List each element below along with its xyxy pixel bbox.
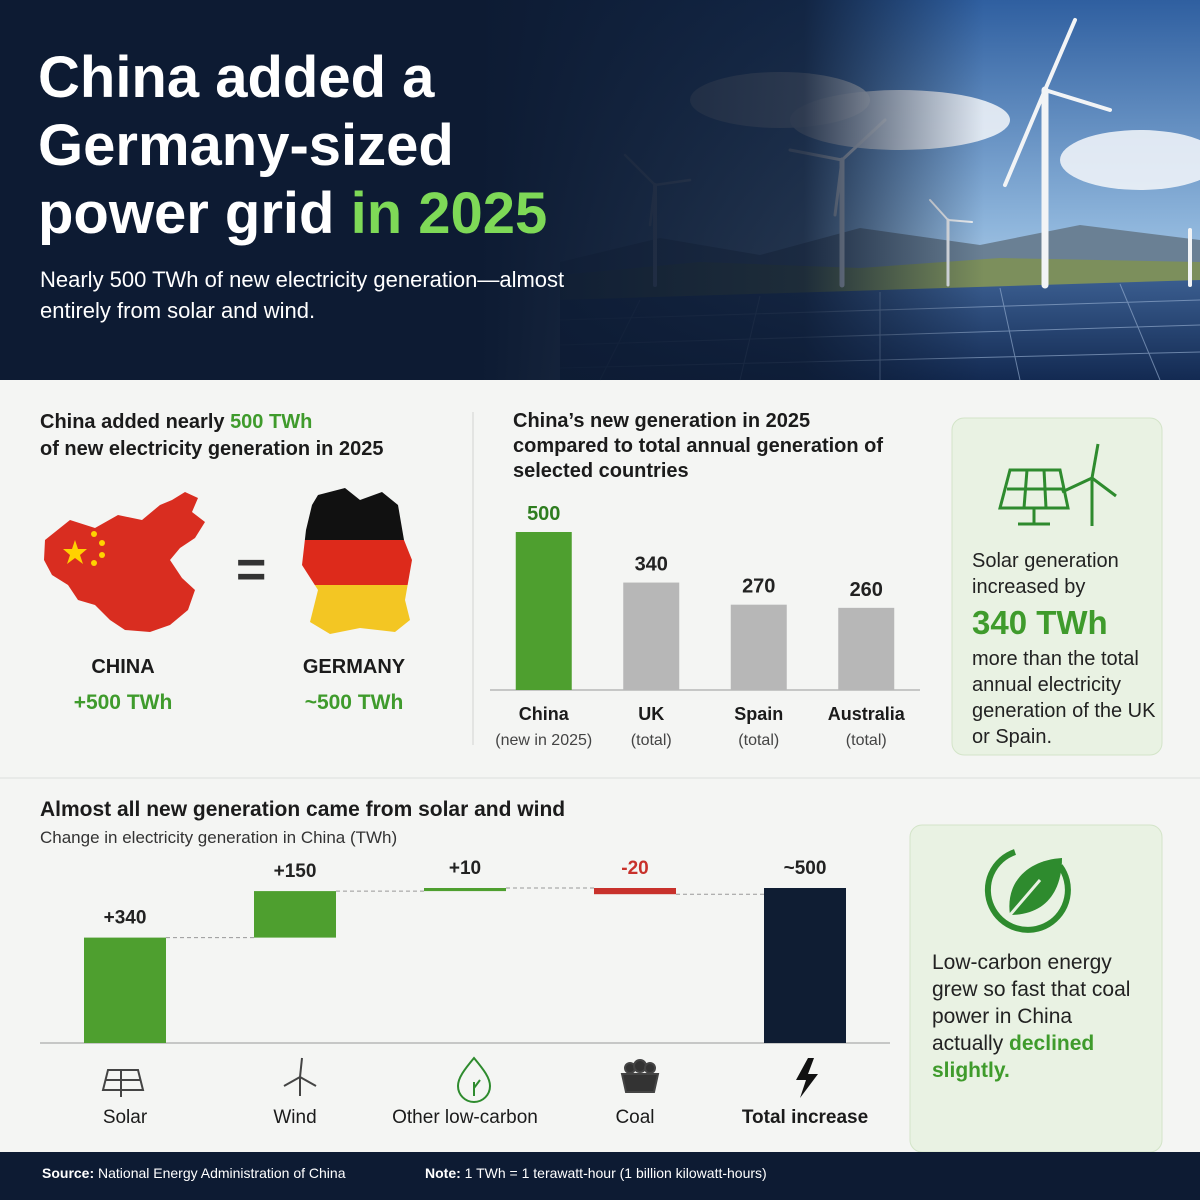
text: 1 TWh = 1 terawatt-hour (1 billion kilow… (460, 1165, 767, 1181)
solar-wind-icon (998, 443, 1117, 526)
x-tick-label: Wind (273, 1107, 316, 1128)
country-value: +500 TWh (73, 691, 173, 714)
value-label: ~500 (784, 858, 827, 879)
country-value: ~500 TWh (304, 691, 404, 714)
chart-title: Almost all new generation came from sola… (40, 798, 566, 821)
country-name: CHINA (91, 656, 155, 678)
page-subtitle: Nearly 500 TWh of new electricity genera… (40, 267, 565, 323)
value-label: 260 (850, 579, 883, 601)
value-label: +150 (274, 861, 317, 882)
text: more than the total annual electricity g… (972, 648, 1156, 748)
category-note: (total) (631, 732, 672, 749)
bar (623, 582, 680, 690)
leaf-icon (984, 849, 1071, 933)
bar (424, 888, 506, 892)
germany-map (302, 488, 412, 634)
label: Note: (425, 1165, 461, 1181)
category-note: (total) (738, 732, 779, 749)
title-text: China added a Germany-sized power grid (38, 45, 454, 246)
bar (254, 891, 336, 938)
value-label: -20 (621, 858, 648, 879)
callout-text: Solar generation increased by 340 TWh more… (972, 548, 1157, 750)
category-note: (total) (846, 732, 887, 749)
category-note: (new in 2025) (495, 732, 592, 749)
value-label: +10 (449, 858, 481, 879)
bar (594, 888, 676, 895)
callout-box (951, 417, 1163, 756)
x-tick-label: China (519, 704, 570, 724)
title-highlight: in 2025 (350, 181, 548, 246)
footer-bg (0, 1152, 1200, 1200)
value-label: +340 (104, 908, 147, 929)
x-tick-label: Coal (615, 1107, 654, 1128)
x-tick-label: Australia (828, 704, 906, 724)
equals-sign: = (236, 541, 267, 599)
page-title: China added a Germany-sized power grid i… (38, 44, 608, 248)
china-map (44, 492, 205, 632)
text: National Energy Administration of China (94, 1165, 346, 1181)
text: China added nearly (40, 411, 231, 433)
label: Source: (42, 1165, 95, 1181)
header-photo (480, 0, 1200, 381)
bar (730, 604, 787, 690)
x-tick-label: Spain (734, 704, 783, 724)
category-icons (101, 1056, 818, 1103)
chart-title: China’s new generation in 2025 compared … (513, 410, 884, 482)
text: of new electricity generation in 2025 (40, 438, 384, 460)
country-name: GERMANY (302, 656, 406, 678)
chart-subtitle: Change in electricity generation in Chin… (40, 828, 398, 847)
x-tick-label: Total increase (742, 1107, 868, 1128)
x-tick-label: UK (638, 704, 664, 724)
note: Note: 1 TWh = 1 terawatt-hour (1 billion… (425, 1165, 767, 1181)
value-label: 500 (527, 503, 560, 525)
value-label: 270 (742, 576, 775, 598)
value-label: 340 (635, 554, 668, 576)
bar (515, 532, 572, 690)
x-tick-label: Other low-carbon (392, 1107, 538, 1128)
text: Solar generation increased by (972, 550, 1119, 598)
source: Source: National Energy Administration o… (42, 1165, 345, 1181)
bar (84, 937, 166, 1043)
x-tick-label: Solar (103, 1107, 148, 1128)
bar (838, 607, 895, 690)
highlight: 500 TWh (230, 411, 313, 433)
bar (764, 888, 846, 1043)
comparison-title: China added nearly 500 TWh of new electri… (40, 409, 460, 463)
highlight: 340 TWh (972, 604, 1108, 641)
callout-text: Low-carbon energy grew so fast that coal… (932, 949, 1147, 1084)
highlight: declined slightly. (932, 1032, 1095, 1082)
text: Low-carbon energy grew so fast that coal… (932, 951, 1131, 1055)
